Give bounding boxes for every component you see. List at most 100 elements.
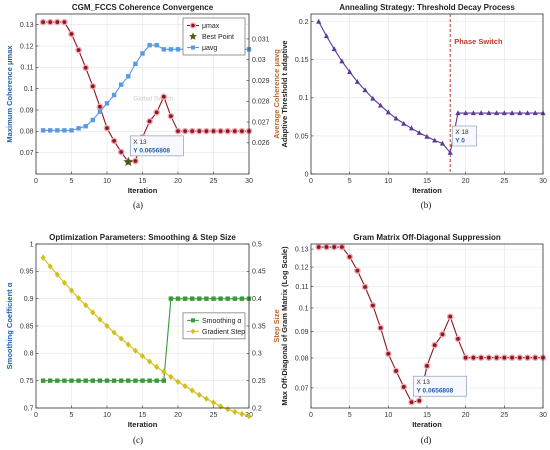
data-point [140, 378, 145, 383]
y-tick-label: 0.8 [24, 351, 34, 358]
data-point [370, 95, 376, 101]
data-point [175, 296, 181, 301]
y-tick-label: 1 [30, 241, 34, 248]
data-point [154, 378, 159, 383]
data-point [83, 302, 89, 309]
plot-frame [310, 243, 544, 409]
data-point [225, 296, 230, 301]
data-point [392, 367, 400, 375]
legend-marker [189, 32, 197, 40]
data-point [147, 42, 152, 48]
data-point [423, 362, 431, 370]
data-point [210, 127, 217, 135]
data-point [323, 243, 330, 251]
data-point [161, 47, 167, 52]
legend: μmax Best Point μavg [182, 17, 246, 56]
data-point [182, 383, 188, 390]
data-point [118, 82, 124, 87]
data-point [111, 378, 117, 383]
x-tick-label: 25 [500, 412, 508, 419]
x-tick-label: 25 [210, 178, 218, 185]
data-point [508, 354, 516, 361]
legend-marker [190, 328, 196, 335]
data-point [462, 354, 469, 361]
y-right-tick-label: 0.5 [252, 241, 262, 248]
data-point [39, 18, 47, 26]
data-point [174, 127, 182, 135]
x-tick-label: 15 [423, 412, 431, 419]
data-point [47, 378, 53, 383]
data-point [61, 18, 68, 26]
data-point [104, 101, 110, 106]
y-tick-label: 0.11 [295, 284, 308, 291]
data-point [168, 47, 174, 52]
data-point [161, 378, 167, 383]
data-point [132, 157, 139, 165]
x-tick-label: 20 [174, 412, 182, 419]
data-point [431, 341, 439, 349]
data-point [196, 391, 202, 398]
data-point [408, 125, 415, 131]
data-point [133, 378, 138, 383]
x-tick-label: 5 [348, 412, 352, 419]
x-tick-label: 30 [539, 412, 547, 419]
data-point [139, 352, 146, 360]
data-point [478, 110, 484, 116]
data-point [147, 378, 152, 383]
legend-marker [190, 45, 196, 50]
data-point [83, 123, 88, 129]
data-point [154, 42, 159, 48]
series-Best Point [123, 156, 134, 167]
y-tick-label: 0.2 [299, 19, 309, 26]
series-Threshold [316, 18, 546, 155]
datatip-y: Y 0 [455, 138, 465, 145]
data-point [400, 383, 408, 391]
data-point [167, 112, 175, 120]
data-point [323, 33, 330, 39]
data-point [339, 58, 345, 64]
data-point [238, 127, 246, 135]
data-point [132, 347, 138, 354]
y-axis-label: Max Off-Diagonal of Gram Matrix (Log Sca… [280, 246, 289, 406]
data-point [160, 93, 168, 101]
data-point [470, 354, 477, 361]
data-point [218, 403, 224, 410]
data-point [377, 324, 384, 332]
phase-switch-label: Phase Switch [454, 37, 503, 46]
data-point [432, 137, 438, 143]
datatip-x: X 18 [455, 129, 469, 136]
data-point [125, 341, 131, 348]
data-point [110, 137, 118, 145]
data-point [239, 296, 245, 301]
data-point [168, 296, 174, 301]
data-point [401, 120, 407, 126]
x-tick-label: 0 [34, 412, 38, 419]
x-tick-label: 25 [210, 412, 218, 419]
data-point [524, 110, 531, 116]
data-point [118, 378, 124, 383]
y-right-axis-label: Average Coherence μavg [272, 49, 281, 139]
data-point [61, 279, 67, 286]
data-point [126, 74, 131, 79]
data-point [104, 322, 110, 330]
data-point [82, 64, 89, 72]
data-point [197, 296, 202, 301]
data-point [140, 51, 145, 56]
datatip-box [130, 135, 184, 157]
y-axis-label: Maximum Coherence μmax [5, 45, 14, 143]
y-tick-label: 0.07 [20, 150, 34, 157]
data-point [385, 109, 391, 115]
data-point [146, 118, 153, 125]
chart-title: CGM_FCCS Coherence Convergence [72, 3, 214, 12]
y-right-tick-label: 0.45 [252, 269, 266, 276]
data-point [239, 410, 245, 418]
y-tick-label: 0.13 [20, 22, 34, 29]
legend-label: Best Point [202, 34, 234, 41]
data-point [378, 102, 384, 108]
legend-label: μmax [202, 23, 220, 30]
data-point [218, 296, 223, 301]
data-point [385, 350, 392, 358]
data-point [354, 78, 360, 84]
y-tick-label: 0.1 [299, 95, 309, 102]
